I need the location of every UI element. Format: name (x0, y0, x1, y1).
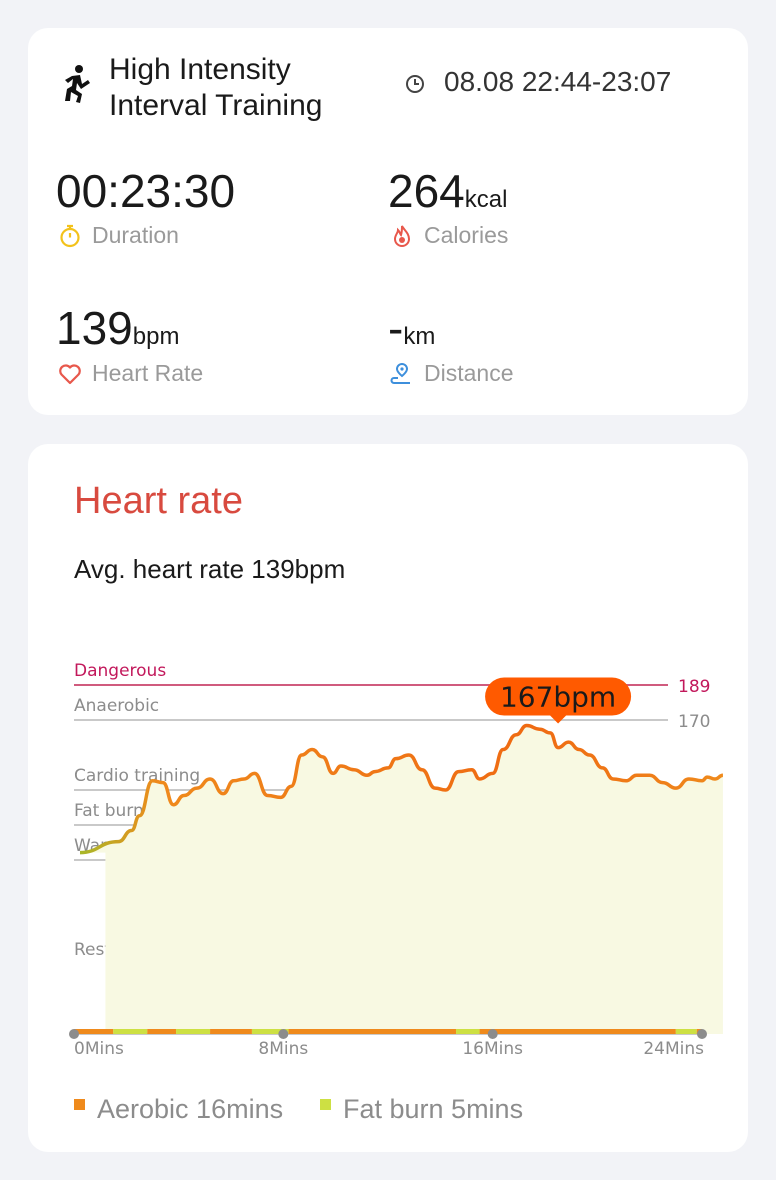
zone-bar-segment (176, 1029, 211, 1034)
workout-summary-card: High Intensity Interval Training 08.08 2… (28, 28, 748, 415)
distance-label-row: Distance (390, 360, 513, 387)
zone-bar-segment (74, 1029, 114, 1034)
heart-rate-line (79, 723, 724, 855)
heart-rate-value: 139bpm (56, 302, 179, 363)
average-heart-rate: Avg. heart rate 139bpm (74, 554, 346, 584)
zone-bar-segment (147, 1029, 177, 1034)
x-tick-label: 16Mins (462, 1039, 523, 1059)
legend-swatch-fat-burn (320, 1099, 331, 1110)
legend-label-aerobic: Aerobic 16mins (97, 1094, 284, 1124)
activity-title: High Intensity Interval Training (109, 53, 323, 122)
zone-threshold-dangerous: 189 (678, 677, 710, 697)
heart-rate-number: 139 (56, 302, 133, 354)
zone-label-dangerous: Dangerous (74, 661, 166, 681)
zone-bar-segment (251, 1029, 289, 1034)
calories-unit: kcal (464, 186, 508, 213)
legend-fat-burn: Fat burn 5mins (320, 1094, 523, 1125)
peak-callout-bubble (485, 677, 632, 716)
zone-threshold-anaerobic: 170 (678, 712, 710, 732)
x-tick-dot (487, 1029, 498, 1039)
zone-bar-segment (675, 1029, 697, 1034)
zone-bar-segment (288, 1029, 457, 1034)
zone-bar-segment (456, 1029, 480, 1034)
flame-icon (393, 224, 411, 247)
x-tick-dot (697, 1029, 707, 1039)
x-tick-dot (278, 1029, 289, 1039)
calories-label-row: Calories (390, 222, 508, 249)
distance-label: Distance (424, 360, 514, 386)
duration-label-row: Duration (58, 222, 179, 249)
distance-number: - (388, 302, 404, 354)
x-tick-label: 0Mins (74, 1039, 124, 1059)
heart-rate-unit: bpm (132, 323, 180, 350)
zone-bar-segment (113, 1029, 148, 1034)
clock-icon (406, 75, 424, 93)
heart-icon (59, 363, 81, 384)
heart-rate-section-title: Heart rate (74, 480, 243, 522)
running-person-icon (65, 65, 90, 103)
peak-callout-label: 167bpm (500, 681, 616, 714)
zone-label-anaerobic: Anaerobic (74, 696, 159, 716)
zone-bar-segment (210, 1029, 252, 1034)
legend-aerobic: Aerobic 16mins (74, 1094, 283, 1125)
duration-label: Duration (92, 222, 179, 248)
heart-rate-label: Heart Rate (92, 360, 204, 386)
x-tick-label: 8Mins (258, 1039, 308, 1059)
x-tick-dot (69, 1029, 79, 1039)
activity-datetime: 08.08 22:44-23:07 (444, 66, 672, 97)
calories-value: 264kcal (388, 165, 507, 226)
zone-bar-segment (479, 1029, 676, 1034)
location-pin-icon (390, 362, 410, 384)
stopwatch-icon (60, 224, 80, 247)
legend-label-fat-burn: Fat burn 5mins (343, 1094, 524, 1124)
heart-rate-area (80, 725, 723, 1034)
duration-number: 00:23:30 (56, 165, 236, 217)
heart-rate-card: Heart rate Avg. heart rate 139bpm 189 Dan… (28, 444, 748, 1152)
calories-label: Calories (424, 222, 509, 248)
heart-rate-label-row: Heart Rate (58, 360, 203, 387)
zone-label-cardio-training: Cardio training (74, 766, 200, 786)
distance-value: -km (388, 302, 435, 363)
heart-rate-chart: 189Dangerous170Anaerobic132Cardio traini… (69, 661, 724, 1059)
duration-value: 00:23:30 (56, 165, 235, 217)
x-tick-label: 24Mins (643, 1039, 704, 1059)
legend-swatch-aerobic (74, 1099, 85, 1110)
peak-callout-pointer (549, 714, 568, 724)
distance-unit: km (403, 323, 436, 350)
calories-number: 264 (388, 165, 465, 217)
